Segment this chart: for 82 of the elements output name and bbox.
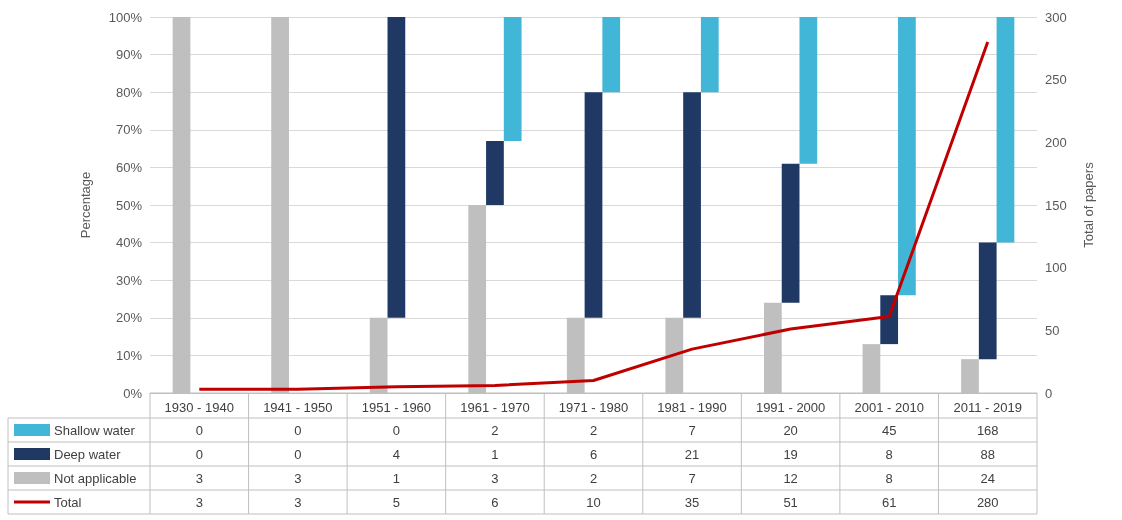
x-tick-label: 2001 - 2010	[854, 400, 924, 415]
bar	[486, 141, 504, 205]
bar	[700, 17, 719, 93]
y-axis-title: Percentage	[78, 171, 93, 239]
bar	[683, 92, 701, 318]
text: 0	[294, 446, 302, 462]
y-tick-label: 40%	[115, 235, 143, 251]
text: 45	[881, 422, 897, 438]
text: 2	[589, 422, 598, 438]
text: 8	[885, 470, 893, 486]
y-tick-label: 70%	[115, 122, 143, 138]
bar	[799, 17, 818, 164]
line-series	[197, 40, 990, 391]
text: 3	[294, 470, 302, 486]
legend-label: Deep water	[54, 446, 122, 462]
x-tick-label: 1991 - 2000	[755, 400, 826, 415]
x-tick-label: 1941 - 1950	[263, 400, 333, 415]
y2-tick-label: 150	[1045, 197, 1067, 213]
data-label: 3	[195, 494, 203, 510]
y-tick-label: 50%	[115, 197, 143, 213]
text: 3	[195, 470, 203, 486]
x-tick-label: 1981 - 1990	[657, 400, 727, 415]
text: 0	[195, 446, 203, 462]
x-tick-label: 1930 - 1940	[164, 400, 234, 415]
y-tick-label: 30%	[115, 272, 143, 288]
text: 8	[885, 446, 893, 462]
bar	[978, 242, 997, 360]
y2-tick-label: 50	[1045, 322, 1060, 338]
data-label: 3	[294, 494, 302, 510]
text: 88	[980, 446, 995, 462]
y2-axis-title: Total of papers	[1081, 161, 1096, 248]
y-tick-label: 0%	[123, 385, 143, 401]
bar	[602, 17, 621, 93]
bar	[503, 17, 522, 142]
data-label: 280	[976, 494, 999, 510]
bar	[996, 17, 1015, 243]
y2-tick-label: 0	[1045, 385, 1053, 401]
text: 6	[589, 446, 598, 462]
text: 1	[392, 470, 401, 486]
data-label: 61	[881, 494, 897, 510]
legend-label: Not applicable	[54, 470, 137, 486]
y-tick-label: 90%	[115, 47, 143, 63]
data-label: 10	[586, 494, 601, 510]
y2-tick-label: 250	[1045, 72, 1067, 88]
legend-label: Total	[54, 494, 82, 510]
y-tick-label: 80%	[115, 84, 143, 100]
text: 2	[589, 470, 598, 486]
x-tick-label: 1951 - 1960	[361, 400, 432, 415]
text: 20	[783, 422, 798, 438]
data-label: 6	[491, 494, 499, 510]
text: 3	[491, 470, 499, 486]
bar	[898, 17, 916, 296]
text: 24	[980, 470, 995, 486]
text: 0	[195, 422, 203, 438]
y-tick-label: 20%	[115, 310, 143, 326]
text: 21	[684, 446, 700, 462]
text: 168	[976, 422, 999, 438]
x-tick-label: 1971 - 1980	[558, 400, 629, 415]
text: 19	[783, 446, 798, 462]
y2-tick-label: 200	[1045, 134, 1067, 150]
text: 0	[392, 422, 401, 438]
y-tick-label: 60%	[115, 159, 143, 175]
text: 12	[783, 470, 798, 486]
y-tick-label: 10%	[115, 347, 143, 363]
y-tick-label: 100%	[108, 9, 143, 25]
text: 0	[294, 422, 302, 438]
x-tick-label: 1961 - 1970	[460, 400, 530, 415]
legend-label: Shallow water	[54, 422, 136, 438]
y2-tick-label: 300	[1045, 9, 1067, 25]
x-tick-label: 2011 - 2019	[953, 400, 1022, 415]
data-label: 5	[392, 494, 401, 510]
bar	[387, 17, 406, 318]
data-label: 51	[783, 494, 798, 510]
text: 7	[688, 470, 696, 486]
bar	[781, 163, 800, 303]
y2-tick-label: 100	[1045, 260, 1067, 276]
text: 2	[491, 422, 499, 438]
bar	[584, 92, 603, 318]
text: 4	[392, 446, 401, 462]
data-label: 35	[684, 494, 700, 510]
text: 7	[688, 422, 696, 438]
text: 1	[491, 446, 499, 462]
